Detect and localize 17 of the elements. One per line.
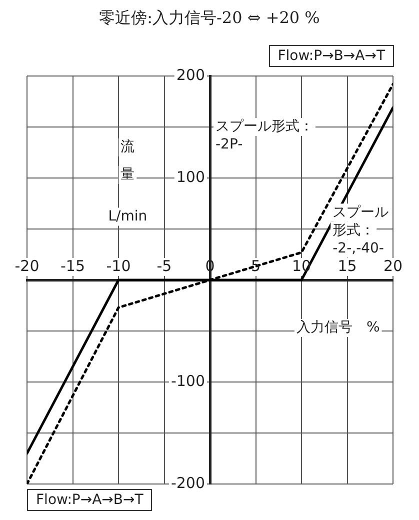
text: Flow:P→B→A→T <box>268 45 394 67</box>
y-tick-label: -100 <box>170 372 205 390</box>
x-tick-label: 15 <box>338 256 357 275</box>
x-tick-label: -20 <box>14 256 40 275</box>
series-label: スプール形式： -2-,-40- <box>332 204 389 256</box>
text: Flow:P→A→B→T <box>27 489 152 511</box>
text: スプール形式： -2P- <box>215 118 314 153</box>
chart-title: 零近傍:入力信号-20 ⇔ +20 % <box>98 8 321 29</box>
x-tick-label: -10 <box>106 256 131 275</box>
x-tick-label: -5 <box>156 256 172 275</box>
x-tick-label: -15 <box>60 256 85 275</box>
x-tick-label: 20 <box>383 256 403 275</box>
x-axis-title: 入力信号 % <box>296 320 380 336</box>
y-tick-label: 100 <box>176 168 205 186</box>
text: 流量L/min <box>108 139 148 224</box>
y-tick-label: -200 <box>170 474 205 492</box>
y-tick-label: 200 <box>176 66 205 84</box>
